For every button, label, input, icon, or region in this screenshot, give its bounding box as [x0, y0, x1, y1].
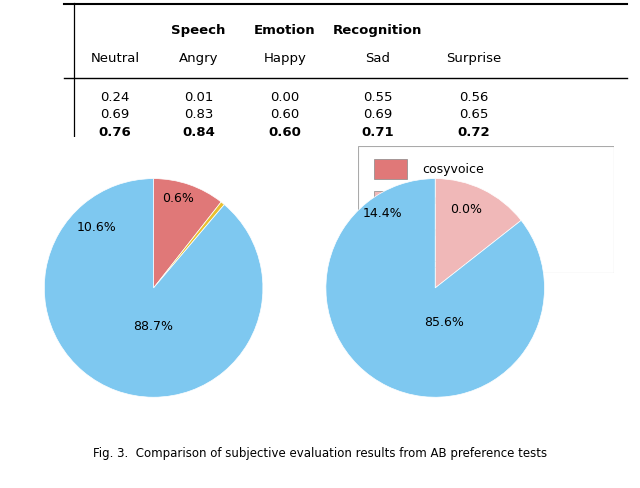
Wedge shape — [154, 202, 225, 288]
Text: Emotion: Emotion — [254, 23, 316, 37]
Text: Fig. 3.  Comparison of subjective evaluation results from AB preference tests: Fig. 3. Comparison of subjective evaluat… — [93, 447, 547, 460]
Text: 85.6%: 85.6% — [424, 316, 464, 329]
Text: 0.01: 0.01 — [184, 90, 213, 103]
Text: 0.65: 0.65 — [459, 108, 488, 122]
Text: 14.4%: 14.4% — [363, 207, 403, 220]
Text: 0.84: 0.84 — [182, 126, 215, 139]
Text: Happy: Happy — [264, 52, 306, 65]
Text: 0.6%: 0.6% — [162, 192, 193, 205]
Text: Neutral: Neutral — [91, 52, 140, 65]
Wedge shape — [44, 179, 263, 397]
Text: 0.69: 0.69 — [363, 108, 392, 122]
Text: 0.69: 0.69 — [100, 108, 130, 122]
Text: emopeech: emopeech — [422, 194, 488, 207]
Text: 0.83: 0.83 — [184, 108, 213, 122]
Text: 88.7%: 88.7% — [134, 320, 173, 333]
Text: 0.60: 0.60 — [268, 126, 301, 139]
Text: Sad: Sad — [365, 52, 390, 65]
Text: Emo-DPO: Emo-DPO — [422, 226, 482, 239]
Text: 0.71: 0.71 — [362, 126, 394, 139]
Bar — [374, 191, 407, 211]
Bar — [374, 254, 407, 275]
Text: Speech: Speech — [172, 23, 225, 37]
Text: 0.60: 0.60 — [270, 108, 300, 122]
Wedge shape — [326, 179, 545, 397]
Bar — [374, 223, 407, 243]
Wedge shape — [154, 179, 221, 288]
Text: 0.0%: 0.0% — [450, 203, 482, 216]
Text: cosyvoice: cosyvoice — [422, 163, 484, 176]
Wedge shape — [435, 179, 521, 288]
Text: 0.56: 0.56 — [459, 90, 488, 103]
Text: Surprise: Surprise — [446, 52, 501, 65]
Text: Recognition: Recognition — [333, 23, 422, 37]
Text: 0.55: 0.55 — [363, 90, 392, 103]
Text: No preference: No preference — [422, 258, 511, 271]
Text: 0.76: 0.76 — [99, 126, 132, 139]
Text: Angry: Angry — [179, 52, 218, 65]
Text: 0.00: 0.00 — [270, 90, 300, 103]
Text: 10.6%: 10.6% — [77, 221, 116, 234]
Bar — [374, 159, 407, 180]
Text: 0.24: 0.24 — [100, 90, 130, 103]
Text: 0.72: 0.72 — [458, 126, 490, 139]
